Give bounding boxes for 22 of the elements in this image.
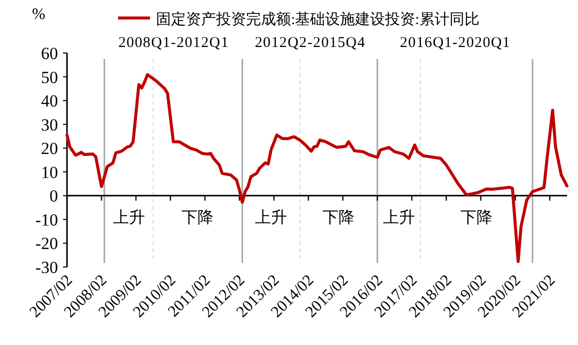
y-tick-label: 50 <box>41 68 58 87</box>
text: 2008Q1-2012Q1 <box>118 35 228 51</box>
annotation: 上升 <box>112 208 145 227</box>
annotation: 上升 <box>255 208 288 227</box>
y-tick-label: 30 <box>41 115 58 134</box>
y-tick-label: 60 <box>41 44 58 63</box>
annotation: 上升 <box>382 208 415 227</box>
text: 2016Q1-2020Q1 <box>400 35 510 51</box>
legend-label: 固定资产投资完成额:基础设施建设投资:累计同比 <box>156 11 480 28</box>
y-tick-label: 0 <box>50 186 58 206</box>
y-tick-label: -20 <box>35 234 58 254</box>
y-tick-label: -10 <box>35 210 58 230</box>
y-tick-label: 10 <box>41 162 58 182</box>
y-tick-label: 40 <box>41 92 58 111</box>
legend: 固定资产投资完成额:基础设施建设投资:累计同比 <box>118 12 480 28</box>
text: 2012Q2-2015Q4 <box>254 35 366 51</box>
annotation: 下降 <box>182 210 214 227</box>
annotation: 下降 <box>322 210 355 227</box>
annotation: 下降 <box>460 210 492 227</box>
y-axis-title: % <box>32 6 46 23</box>
y-tick-label: -30 <box>35 258 58 277</box>
y-tick-label: 20 <box>41 139 58 158</box>
